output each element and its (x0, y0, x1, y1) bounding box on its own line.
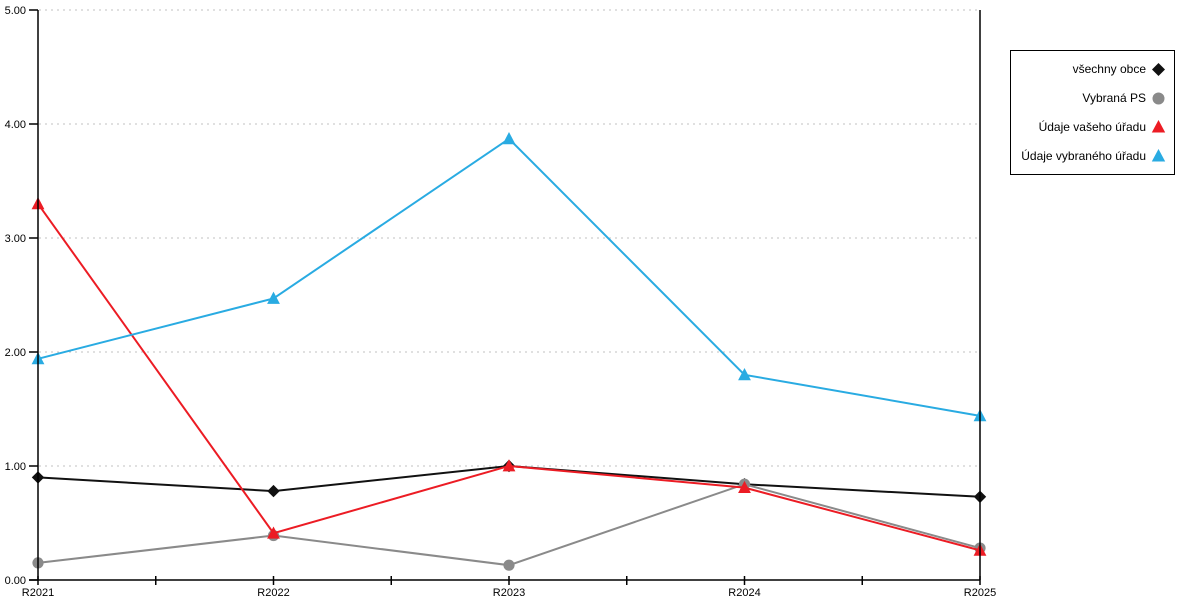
series-line-1 (37, 483, 981, 567)
triangle-marker (267, 291, 280, 304)
x-tick-label: R2022 (257, 587, 289, 599)
legend-item-2: Údaje vašeho úřadu (1015, 119, 1166, 134)
diamond-marker (267, 484, 280, 498)
triangle-marker (738, 480, 751, 494)
legend-label: Údaje vašeho úřadu (1038, 119, 1146, 134)
legend-item-1: Vybraná PS (1015, 91, 1166, 106)
y-tick-label: 5.00 (5, 5, 26, 17)
x-tick-label: R2024 (728, 587, 760, 599)
triangle-marker (502, 459, 516, 472)
triangle-marker (738, 368, 751, 381)
legend-label: Vybraná PS (1082, 91, 1146, 106)
legend-item-3: Údaje vybraného úřadu (1015, 148, 1166, 163)
y-tick-label: 0.00 (5, 575, 26, 587)
series-line-2 (37, 203, 981, 552)
y-tick-label: 4.00 (5, 119, 26, 131)
y-tick-label: 3.00 (5, 233, 26, 245)
series-line-3 (37, 137, 981, 417)
y-tick-label: 2.00 (5, 347, 26, 359)
triangle-marker (502, 132, 516, 145)
legend-label: všechny obce (1072, 62, 1146, 77)
triangle-marker (267, 526, 280, 539)
legend-item-0: všechny obce (1015, 62, 1166, 77)
legend: všechny obce Vybraná PS Údaje vašeho úřadu… (1010, 50, 1175, 175)
x-tick-label: R2021 (22, 587, 54, 599)
legend-label: Údaje vybraného úřadu (1021, 148, 1146, 163)
x-tick-label: R2023 (493, 587, 525, 599)
y-tick-label: 1.00 (5, 461, 26, 473)
triangle-legend-icon (1151, 149, 1166, 162)
diamond-legend-icon (1152, 62, 1165, 76)
triangle-legend-icon (1151, 120, 1166, 133)
circle-marker (503, 559, 515, 571)
x-tick-label: R2025 (964, 587, 996, 599)
circle-legend-icon (1152, 92, 1165, 105)
